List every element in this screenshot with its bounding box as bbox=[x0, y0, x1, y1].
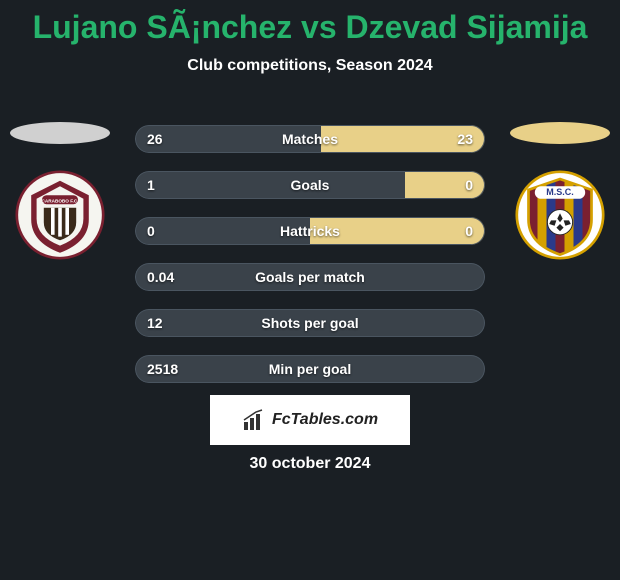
stat-label: Hattricks bbox=[280, 223, 340, 239]
svg-text:CARABOBO F.C.: CARABOBO F.C. bbox=[42, 198, 79, 203]
stat-left-value: 0.04 bbox=[147, 269, 174, 285]
chart-icon bbox=[242, 408, 266, 432]
stat-label: Shots per goal bbox=[261, 315, 358, 331]
left-club-badge: CARABOBO F.C. bbox=[15, 170, 105, 260]
stat-row: 12 Shots per goal bbox=[135, 309, 485, 337]
stat-row: 2518 Min per goal bbox=[135, 355, 485, 383]
stat-left-value: 0 bbox=[147, 223, 155, 239]
stat-left-value: 26 bbox=[147, 131, 163, 147]
branding-text: FcTables.com bbox=[272, 411, 378, 429]
left-player-badge-wrap: CARABOBO F.C. bbox=[10, 170, 110, 260]
stat-left-value: 1 bbox=[147, 177, 155, 193]
stat-right-value: 0 bbox=[465, 223, 473, 239]
stat-left-value: 12 bbox=[147, 315, 163, 331]
svg-text:M.S.C.: M.S.C. bbox=[546, 187, 574, 197]
comparison-title: Lujano SÃ¡nchez vs Dzevad Sijamija bbox=[0, 0, 620, 45]
stat-left-value: 2518 bbox=[147, 361, 178, 377]
comparison-subtitle: Club competitions, Season 2024 bbox=[0, 57, 620, 75]
stat-fill-left bbox=[135, 171, 405, 199]
stat-row: 1 Goals 0 bbox=[135, 171, 485, 199]
comparison-date: 30 october 2024 bbox=[250, 455, 371, 473]
left-oval-shadow bbox=[10, 122, 110, 144]
right-club-badge: M.S.C. bbox=[515, 170, 605, 260]
stat-row: 0 Hattricks 0 bbox=[135, 217, 485, 245]
stat-label: Goals bbox=[291, 177, 330, 193]
carabobo-badge-icon: CARABOBO F.C. bbox=[15, 170, 105, 260]
stats-container: 26 Matches 23 1 Goals 0 0 Hattricks 0 0.04 Goals p… bbox=[135, 125, 485, 401]
right-player-badge-wrap: M.S.C. bbox=[510, 170, 610, 260]
branding-box: FcTables.com bbox=[210, 395, 410, 445]
stat-label: Min per goal bbox=[269, 361, 351, 377]
stat-right-value: 0 bbox=[465, 177, 473, 193]
stat-row: 26 Matches 23 bbox=[135, 125, 485, 153]
stat-label: Matches bbox=[282, 131, 338, 147]
stat-label: Goals per match bbox=[255, 269, 365, 285]
right-oval-shadow bbox=[510, 122, 610, 144]
stat-right-value: 23 bbox=[457, 131, 473, 147]
msc-badge-icon: M.S.C. bbox=[515, 170, 605, 260]
stat-row: 0.04 Goals per match bbox=[135, 263, 485, 291]
